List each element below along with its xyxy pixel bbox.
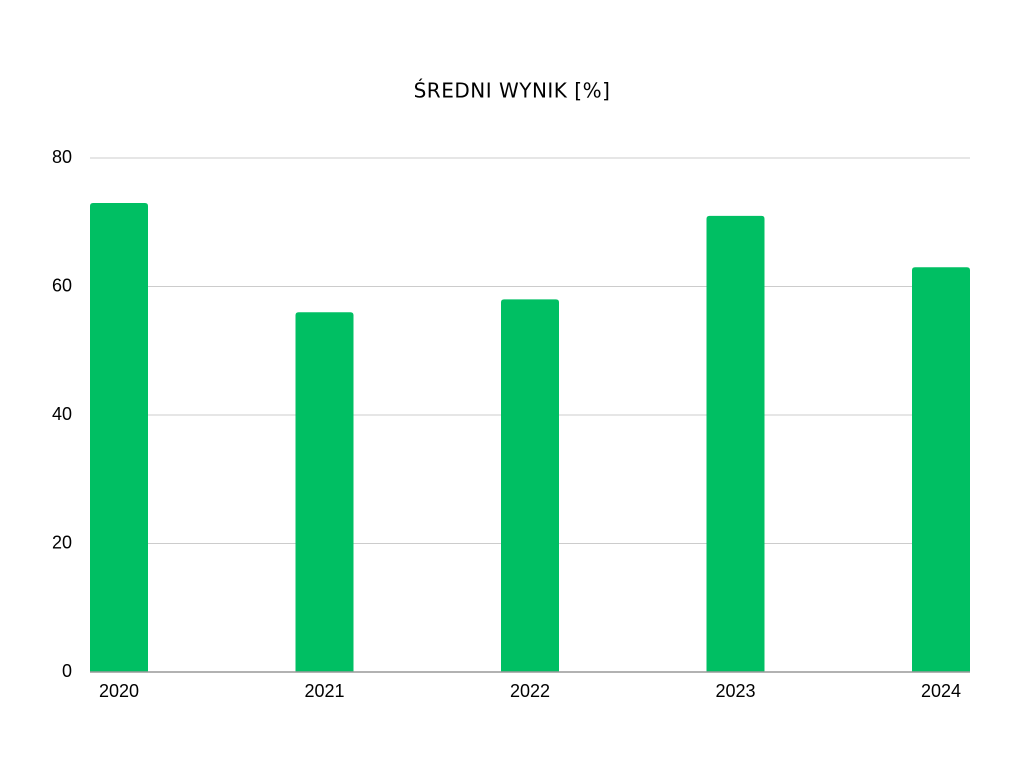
y-tick-label: 60 [52,275,72,295]
x-tick-label: 2020 [99,681,139,701]
bar [501,299,559,672]
y-tick-label: 40 [52,404,72,424]
x-tick-label: 2023 [715,681,755,701]
y-tick-label: 80 [52,147,72,167]
x-tick-label: 2021 [304,681,344,701]
bar [912,267,970,672]
x-tick-label: 2024 [921,681,961,701]
bar [90,202,148,672]
bar [706,215,765,672]
chart-title: ŚREDNI WYNIK [%] [414,79,611,103]
y-tick-label: 20 [52,532,72,552]
y-tick-label: 0 [62,661,72,681]
x-tick-label: 2022 [510,681,550,701]
bar [295,312,354,672]
